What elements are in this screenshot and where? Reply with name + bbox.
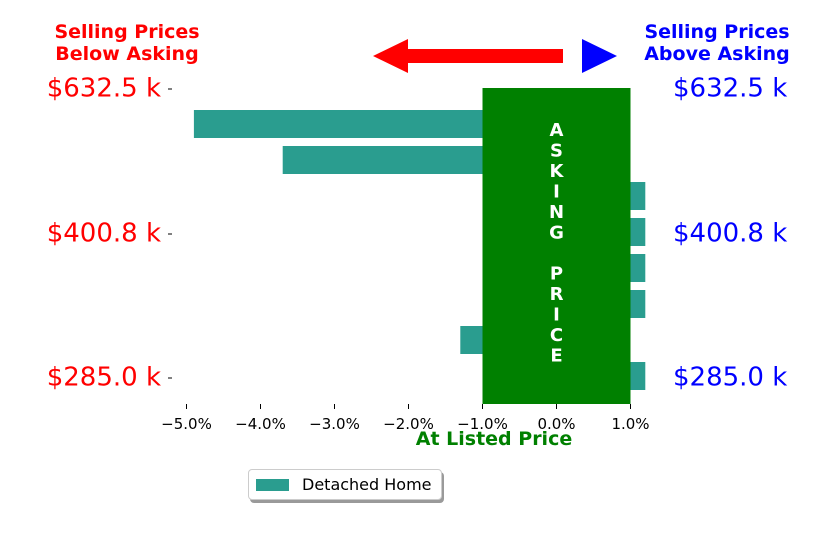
x-tick-label: −4.0% [235, 415, 286, 433]
y-axis-left: $632.5 k $400.8 k $285.0 k [47, 74, 172, 393]
asking-price-letter: S [550, 141, 563, 162]
asking-price-letter: K [550, 161, 565, 182]
legend-swatch [256, 478, 289, 491]
bar [630, 182, 646, 210]
asking-price-letter: G [549, 223, 564, 244]
bar [630, 362, 646, 390]
x-tick-label: −3.0% [309, 415, 360, 433]
asking-price-letter: I [553, 305, 560, 326]
legend: Detached Home [248, 469, 442, 500]
left-arrow-icon [373, 39, 563, 73]
x-axis: −5.0% −4.0% −3.0% −2.0% −1.0% 0.0% 1.0% [161, 404, 650, 433]
asking-price-letter: N [549, 202, 564, 223]
right-title-line1: Selling Prices [644, 21, 789, 43]
y-tick-label-right: $632.5 k [673, 74, 787, 104]
asking-price-letter: I [553, 182, 560, 203]
asking-price-letter: P [550, 264, 563, 285]
bar [460, 326, 483, 354]
asking-price-letter: C [550, 325, 563, 346]
x-tick-label: −5.0% [161, 415, 212, 433]
left-title-line1: Selling Prices [54, 21, 199, 43]
y-tick-label-left: $400.8 k [47, 219, 161, 249]
asking-price-letter: R [550, 284, 564, 305]
asking-price-letter: E [550, 346, 562, 367]
asking-price-letter: A [550, 120, 564, 141]
x-axis-label: At Listed Price [416, 428, 572, 450]
bar [193, 110, 483, 138]
right-arrow-icon [582, 39, 617, 73]
left-title-line2: Below Asking [55, 43, 198, 65]
y-tick-label-left: $632.5 k [47, 74, 161, 104]
y-tick-label-left: $285.0 k [47, 363, 161, 393]
x-tick-label: 1.0% [611, 415, 649, 433]
y-tick-label-right: $400.8 k [673, 219, 787, 249]
x-tick-label: 0.0% [537, 415, 575, 433]
legend-label: Detached Home [302, 475, 432, 494]
y-axis-right: $632.5 k $400.8 k $285.0 k [673, 74, 787, 393]
x-tick-label: −1.0% [457, 415, 508, 433]
x-tick-label: −2.0% [383, 415, 434, 433]
bar [282, 146, 483, 174]
bar [630, 218, 646, 246]
y-tick-label-right: $285.0 k [673, 363, 787, 393]
asking-price-band [482, 88, 631, 404]
bars-group [193, 110, 646, 390]
bar [630, 254, 646, 282]
bar [630, 290, 646, 318]
right-title-line2: Above Asking [644, 43, 790, 65]
